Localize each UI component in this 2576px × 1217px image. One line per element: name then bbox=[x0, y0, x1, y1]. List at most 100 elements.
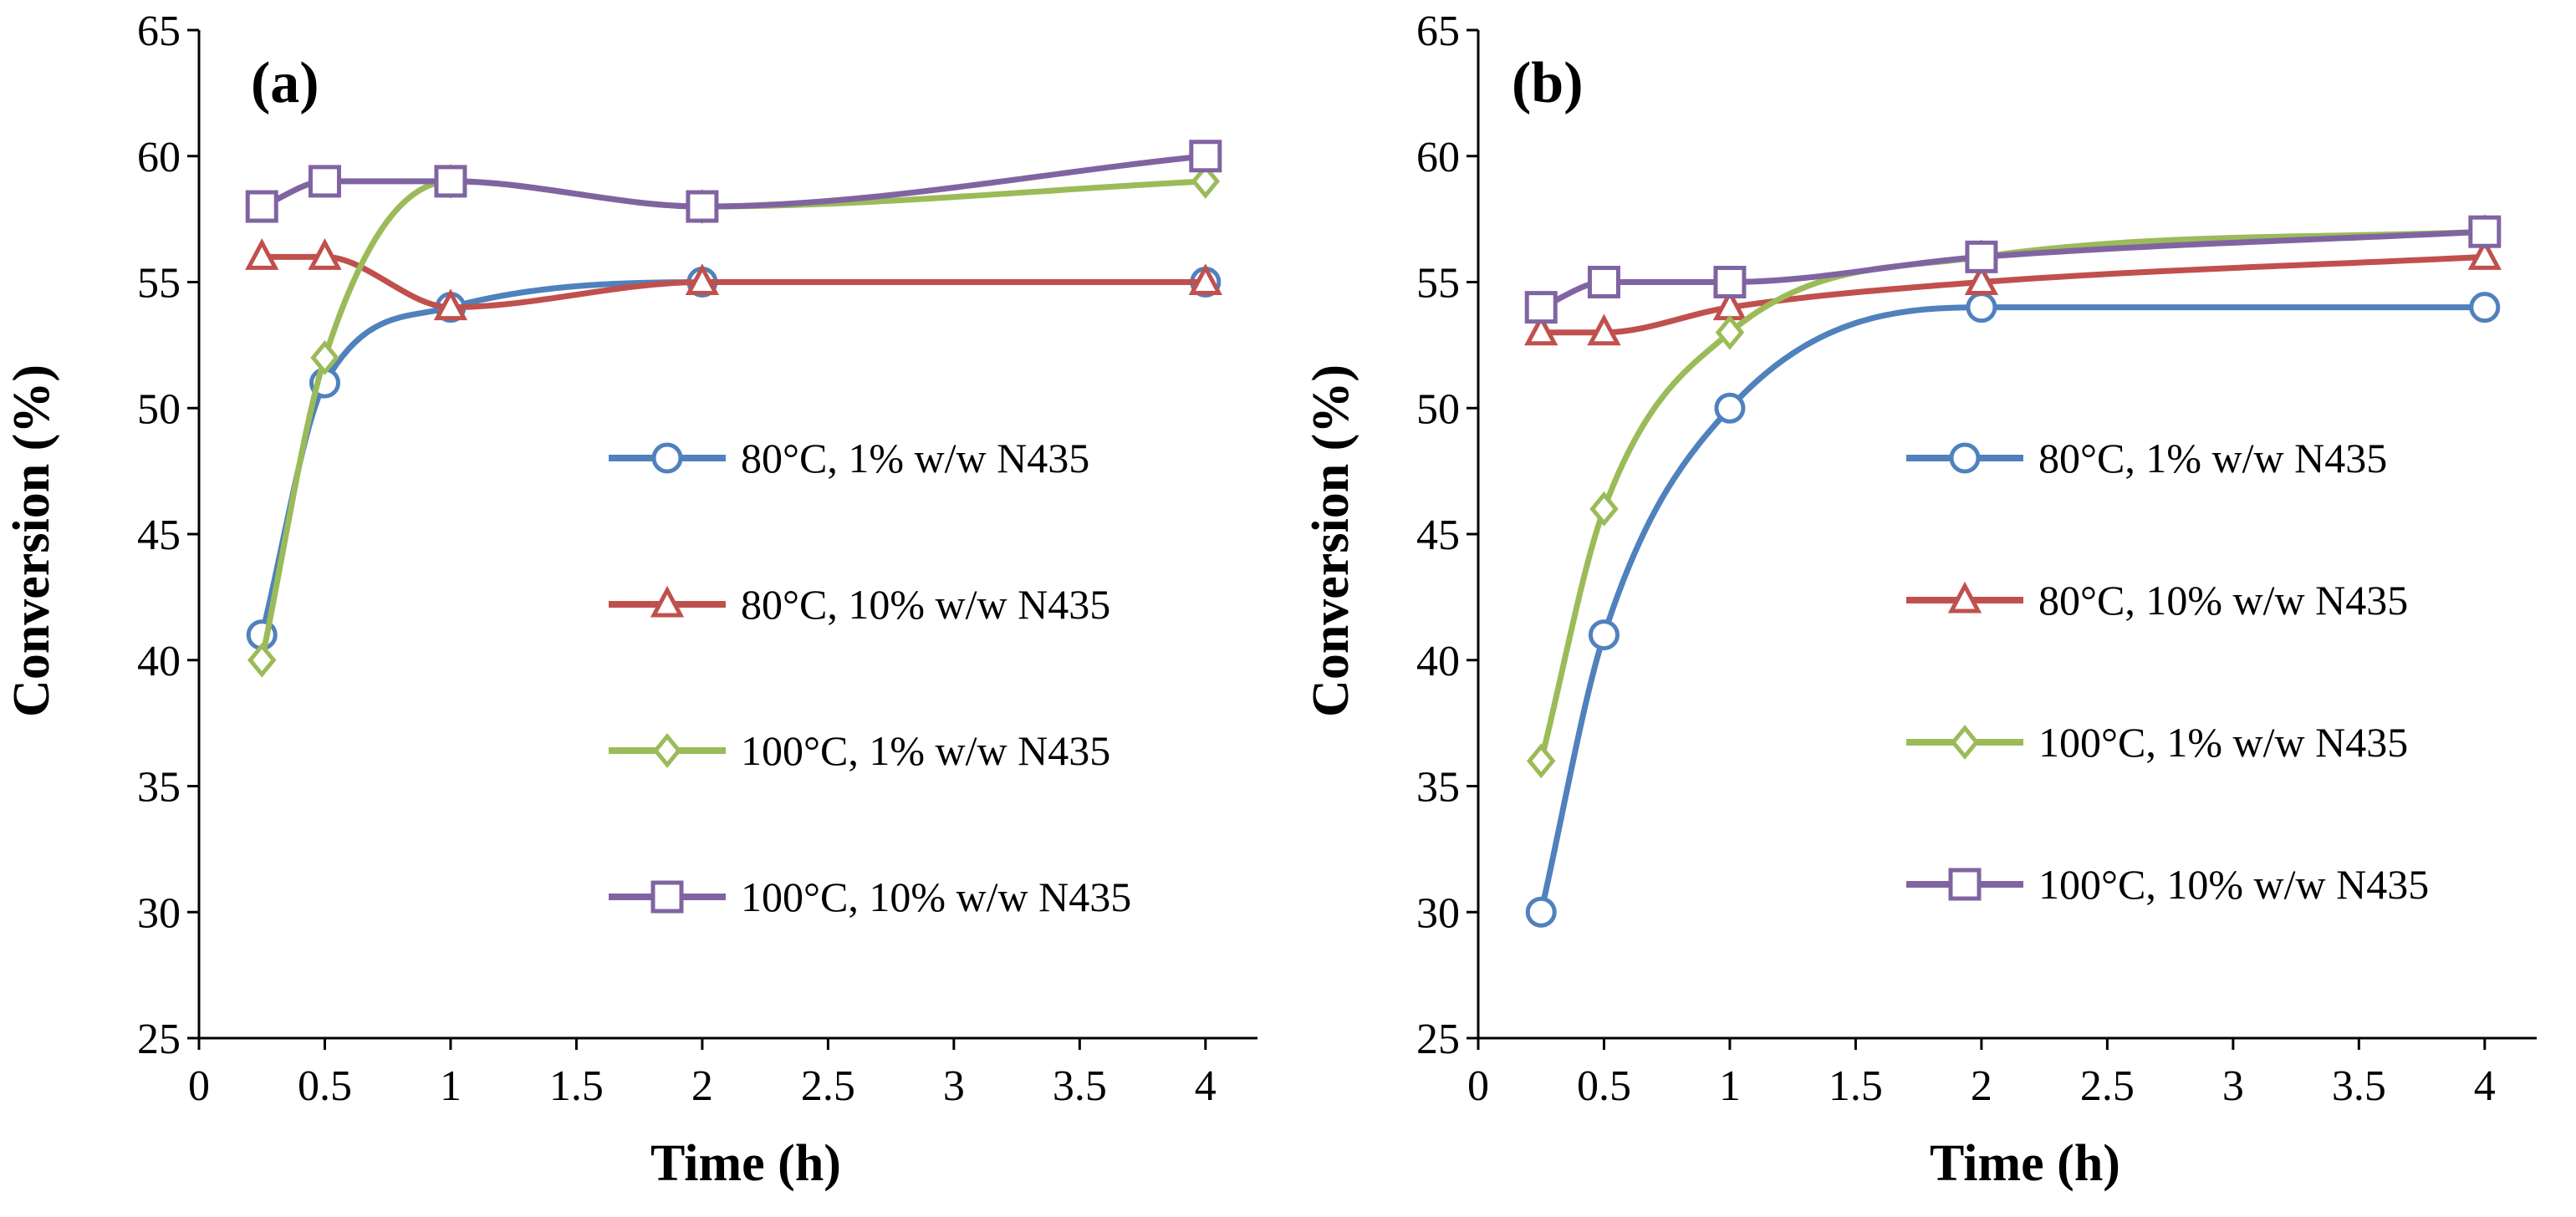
data-point bbox=[434, 165, 467, 198]
series-line bbox=[1538, 304, 2488, 915]
data-point bbox=[1713, 266, 1747, 298]
data-point bbox=[1965, 240, 1998, 273]
legend-label: 100°C, 10% w/w N435 bbox=[741, 873, 1131, 920]
x-axis-title: Time (h) bbox=[650, 1135, 841, 1192]
x-tick-label: 3 bbox=[943, 1062, 965, 1110]
y-tick-label: 30 bbox=[137, 889, 181, 937]
y-tick-label: 60 bbox=[137, 134, 181, 181]
data-point bbox=[2469, 292, 2501, 323]
data-point bbox=[308, 238, 342, 270]
legend-label: 80°C, 1% w/w N435 bbox=[741, 435, 1089, 481]
y-tick-label: 50 bbox=[1416, 385, 1460, 433]
x-tick-label: 3.5 bbox=[2332, 1062, 2386, 1110]
legend-marker bbox=[1948, 868, 1982, 901]
legend-marker bbox=[650, 585, 685, 618]
data-point bbox=[1525, 896, 1557, 928]
x-tick-label: 2 bbox=[691, 1062, 713, 1110]
data-point bbox=[2468, 215, 2502, 248]
y-tick-label: 35 bbox=[1416, 764, 1460, 812]
legend-item: 80°C, 1% w/w N435 bbox=[1906, 435, 2387, 481]
x-tick-label: 1.5 bbox=[1829, 1062, 1883, 1110]
y-axis-title: Conversion (%) bbox=[3, 364, 60, 717]
x-tick-label: 1.5 bbox=[549, 1062, 604, 1110]
x-tick-label: 0.5 bbox=[1577, 1062, 1631, 1110]
legend-item: 80°C, 1% w/w N435 bbox=[609, 435, 1089, 481]
x-tick-label: 3 bbox=[2222, 1062, 2244, 1110]
legend-item: 100°C, 10% w/w N435 bbox=[1906, 861, 2429, 908]
y-tick-label: 35 bbox=[137, 764, 181, 812]
data-point bbox=[1191, 163, 1221, 199]
legend-marker bbox=[651, 442, 683, 474]
data-point bbox=[1524, 291, 1558, 324]
x-tick-label: 2.5 bbox=[2080, 1062, 2135, 1110]
series-line bbox=[258, 253, 1209, 311]
y-tick-label: 55 bbox=[1416, 260, 1460, 308]
x-tick-label: 2 bbox=[1971, 1062, 1992, 1110]
data-point bbox=[247, 642, 277, 678]
y-tick-label: 40 bbox=[1416, 638, 1460, 685]
y-tick-label: 25 bbox=[1416, 1016, 1460, 1063]
legend-item: 100°C, 1% w/w N435 bbox=[1906, 719, 2408, 766]
legend-item: 80°C, 10% w/w N435 bbox=[1906, 577, 2408, 624]
y-tick-label: 65 bbox=[137, 8, 181, 55]
panel-a: 25 30 35 40 45 50 55 60 65 0 0.5 1 1.5 2 2.5 3 3.5 4 Time … bbox=[3, 8, 1257, 1192]
y-axis-title: Conversion (%) bbox=[1303, 364, 1359, 717]
series-3 bbox=[1524, 215, 2502, 324]
x-tick-label: 2.5 bbox=[801, 1062, 855, 1110]
data-point bbox=[433, 288, 468, 321]
series-line bbox=[1538, 228, 2488, 764]
panel-label: (a) bbox=[251, 51, 319, 115]
x-tick-label: 4 bbox=[2474, 1062, 2496, 1110]
legend-label: 80°C, 10% w/w N435 bbox=[2038, 577, 2408, 624]
data-point bbox=[245, 238, 279, 270]
x-tick-label: 4 bbox=[1195, 1062, 1217, 1110]
data-point bbox=[308, 165, 341, 198]
data-point bbox=[1966, 292, 1997, 323]
series-1 bbox=[1524, 238, 2502, 346]
y-tick-label: 50 bbox=[137, 385, 181, 433]
legend-label: 100°C, 10% w/w N435 bbox=[2038, 861, 2429, 908]
series-2 bbox=[1526, 214, 2500, 779]
legend-marker bbox=[1949, 442, 1981, 474]
data-point bbox=[686, 190, 719, 223]
legend-item: 100°C, 10% w/w N435 bbox=[609, 873, 1131, 920]
legend-label: 80°C, 1% w/w N435 bbox=[2038, 435, 2387, 481]
series-0 bbox=[1525, 292, 2501, 928]
data-point bbox=[1524, 313, 1558, 346]
data-point bbox=[1714, 392, 1746, 424]
data-point bbox=[1589, 491, 1619, 527]
data-point bbox=[1587, 266, 1620, 298]
x-axis-title: Time (h) bbox=[1930, 1135, 2120, 1192]
series-line bbox=[1538, 228, 2488, 311]
series-line bbox=[1538, 253, 2488, 336]
y-tick-label: 45 bbox=[137, 512, 181, 559]
data-point bbox=[685, 263, 720, 295]
legend-label: 100°C, 1% w/w N435 bbox=[741, 727, 1110, 774]
data-point bbox=[1964, 263, 1999, 295]
legend-item: 80°C, 10% w/w N435 bbox=[609, 581, 1110, 628]
legend-item: 100°C, 1% w/w N435 bbox=[609, 727, 1110, 774]
data-point bbox=[1588, 619, 1620, 651]
legend-marker bbox=[1947, 581, 1982, 614]
x-tick-label: 3.5 bbox=[1053, 1062, 1107, 1110]
series-1 bbox=[245, 238, 1222, 321]
y-tick-label: 40 bbox=[137, 638, 181, 685]
y-tick-label: 30 bbox=[1416, 889, 1460, 937]
legend-marker bbox=[1950, 725, 1980, 760]
data-point bbox=[310, 340, 339, 375]
x-tick-label: 1 bbox=[440, 1062, 462, 1110]
series-3 bbox=[245, 140, 1222, 223]
y-tick-label: 45 bbox=[1416, 512, 1460, 559]
legend-marker bbox=[652, 733, 682, 768]
panel-label: (b) bbox=[1512, 51, 1584, 115]
legend: 80°C, 1% w/w N435 80°C, 10% w/w N435 100°C… bbox=[1906, 435, 2429, 908]
x-tick-label: 0 bbox=[1467, 1062, 1489, 1110]
panel-b: 25 30 35 40 45 50 55 60 65 0 0.5 1 1.5 2 2.5 3 3.5 4 Time … bbox=[1303, 8, 2537, 1192]
x-tick-label: 0 bbox=[188, 1062, 210, 1110]
data-point bbox=[1715, 314, 1745, 350]
y-tick-label: 25 bbox=[137, 1016, 181, 1063]
data-point bbox=[1526, 743, 1556, 779]
legend-label: 100°C, 1% w/w N435 bbox=[2038, 719, 2408, 766]
